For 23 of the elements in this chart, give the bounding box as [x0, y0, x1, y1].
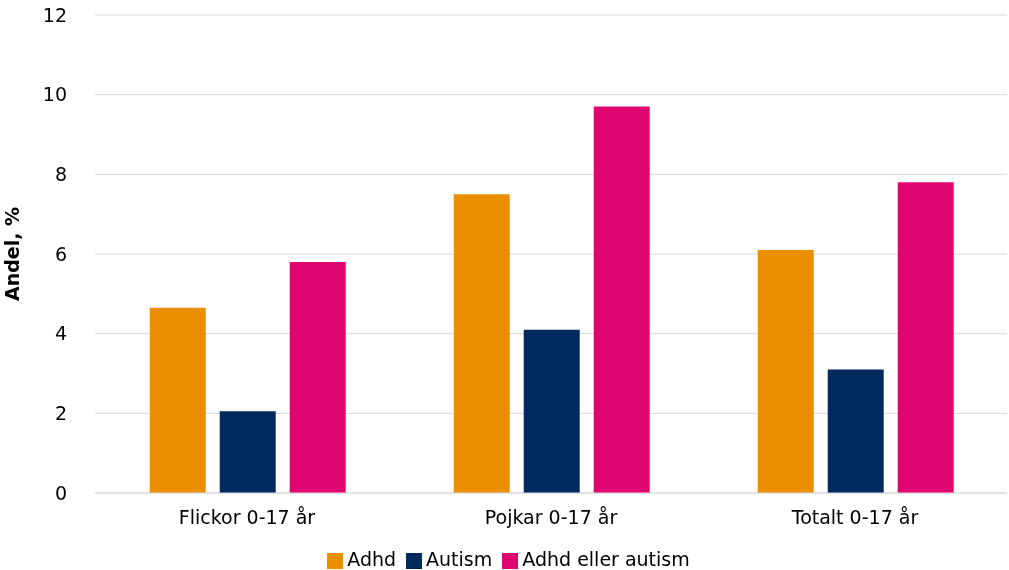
bar [523, 329, 580, 493]
bar [897, 182, 954, 493]
y-tick-label: 2 [54, 402, 67, 425]
bar [453, 194, 510, 493]
y-tick-label: 8 [54, 163, 67, 186]
x-tick-label: Totalt 0-17 år [790, 506, 919, 529]
bar [219, 411, 276, 493]
bar [289, 261, 346, 493]
bar [149, 307, 206, 493]
x-tick-label: Pojkar 0-17 år [484, 506, 618, 529]
bar [593, 106, 650, 493]
y-tick-label: 4 [54, 322, 67, 345]
y-tick-label: 10 [42, 83, 67, 106]
legend-label: Adhd eller autism [522, 548, 690, 570]
y-axis-title: Andel, % [0, 206, 23, 302]
bar [827, 369, 884, 493]
y-tick-label: 12 [42, 3, 67, 26]
legend-label: Adhd [347, 548, 397, 570]
y-tick-label: 6 [54, 242, 67, 265]
legend-label: Autism [426, 548, 493, 570]
y-tick-label: 0 [54, 481, 67, 504]
x-tick-label: Flickor 0-17 år [178, 506, 316, 529]
bar [757, 250, 814, 493]
